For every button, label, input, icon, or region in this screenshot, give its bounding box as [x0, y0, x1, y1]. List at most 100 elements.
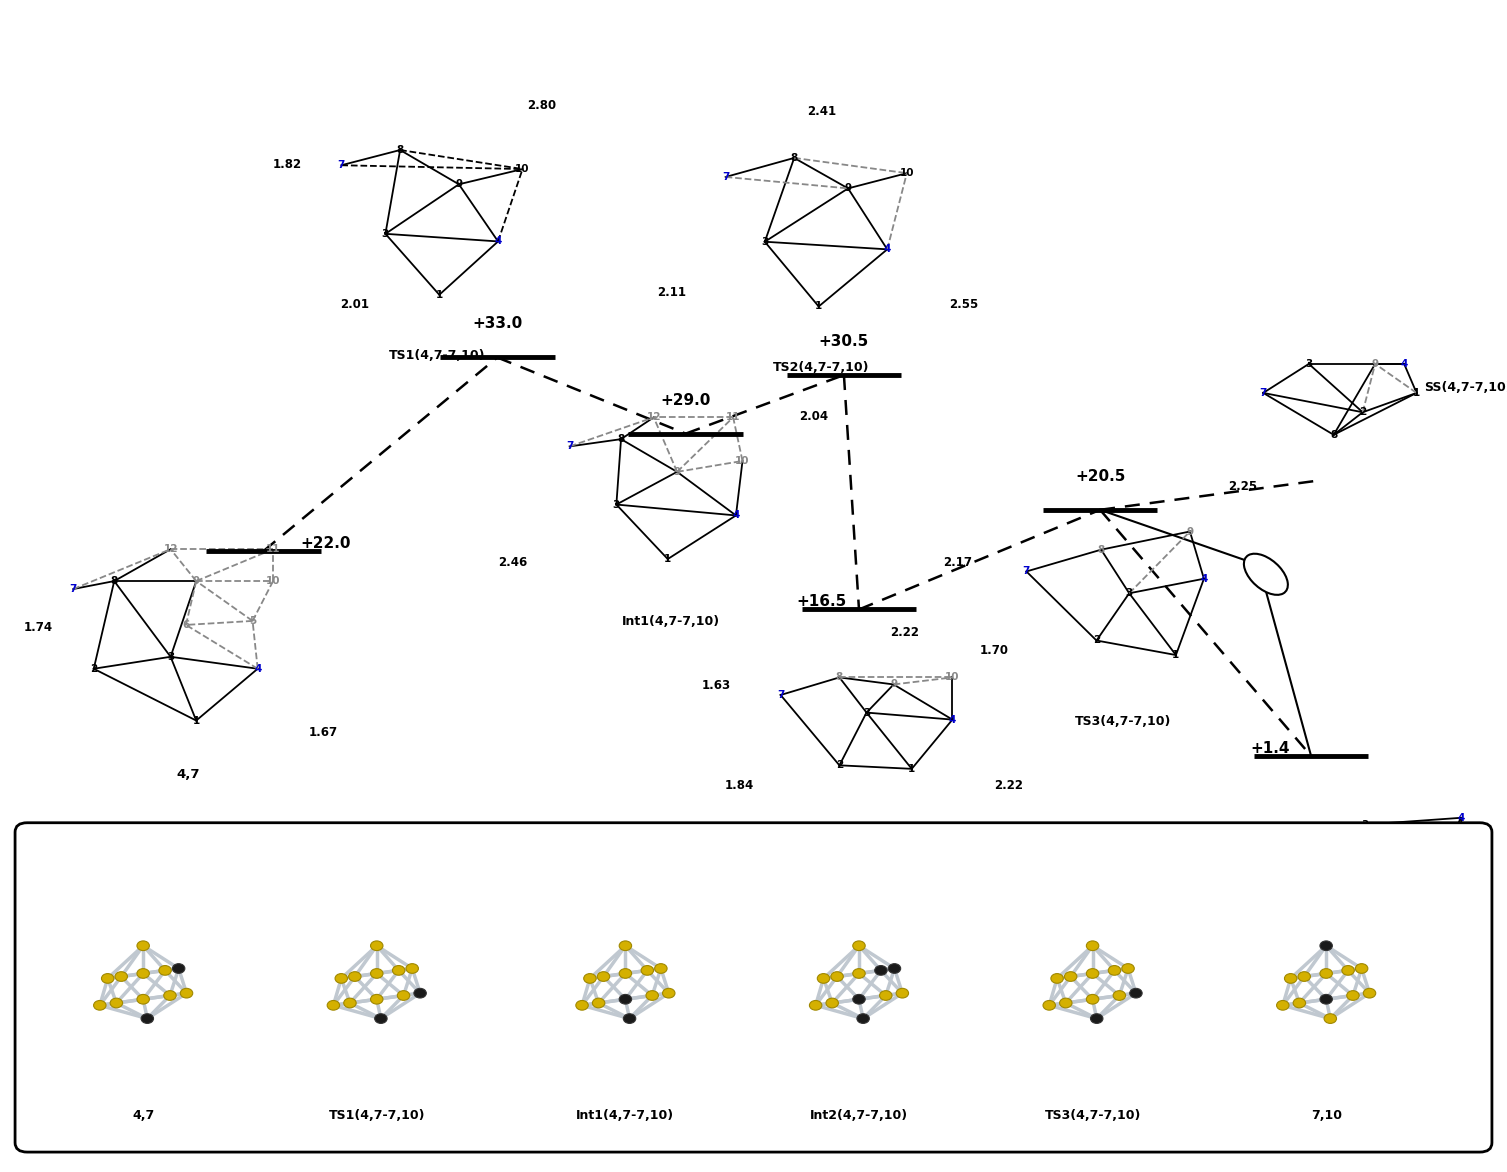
Circle shape — [597, 972, 610, 981]
Text: 9: 9 — [674, 466, 681, 477]
Text: 1.70: 1.70 — [980, 643, 1008, 657]
Text: 10: 10 — [1475, 881, 1490, 891]
Text: 3: 3 — [864, 708, 870, 717]
Text: 3: 3 — [1126, 588, 1133, 598]
Circle shape — [1347, 990, 1359, 1001]
Text: 1: 1 — [1414, 388, 1420, 398]
Text: 7,10: 7,10 — [1310, 1031, 1343, 1044]
Circle shape — [663, 988, 675, 999]
Text: 2.22: 2.22 — [995, 778, 1023, 792]
Circle shape — [1087, 941, 1099, 950]
Text: 8: 8 — [836, 673, 842, 682]
Circle shape — [826, 999, 838, 1008]
Text: 9: 9 — [1186, 526, 1194, 537]
Text: 7: 7 — [778, 690, 784, 700]
Text: TS1(4,7-7,10): TS1(4,7-7,10) — [329, 1109, 425, 1122]
Circle shape — [592, 999, 604, 1008]
Circle shape — [1108, 966, 1121, 975]
Text: 9: 9 — [193, 577, 200, 586]
Circle shape — [640, 966, 654, 975]
Ellipse shape — [1243, 553, 1288, 595]
Text: 2.41: 2.41 — [806, 104, 836, 118]
Text: 8: 8 — [1097, 545, 1105, 554]
Text: +30.5: +30.5 — [818, 334, 870, 349]
Circle shape — [1355, 963, 1368, 973]
Circle shape — [1320, 968, 1332, 979]
Text: 4: 4 — [949, 715, 955, 724]
Circle shape — [1091, 1014, 1103, 1023]
Text: 7: 7 — [1260, 388, 1267, 398]
Text: 9: 9 — [844, 183, 851, 193]
Circle shape — [1276, 1001, 1288, 1010]
Text: 3: 3 — [167, 652, 175, 662]
Text: TS2(4,7-7,10): TS2(4,7-7,10) — [773, 361, 870, 374]
Circle shape — [414, 988, 426, 999]
Text: 11: 11 — [265, 544, 280, 554]
Circle shape — [371, 968, 383, 979]
Circle shape — [1121, 963, 1135, 973]
Text: 3: 3 — [613, 499, 619, 510]
Circle shape — [110, 999, 122, 1008]
Text: 1.84: 1.84 — [725, 778, 754, 792]
Text: 1.76: 1.76 — [1237, 866, 1266, 880]
Text: SS(4,7-7,10): SS(4,7-7,10) — [1424, 381, 1507, 394]
Text: 4: 4 — [1200, 574, 1207, 584]
Text: 5: 5 — [1466, 912, 1474, 921]
Text: 1: 1 — [1172, 650, 1180, 660]
Circle shape — [158, 966, 172, 975]
Circle shape — [371, 994, 383, 1004]
Circle shape — [1087, 968, 1099, 979]
Circle shape — [344, 999, 356, 1008]
Text: TS3(4,7-7,10): TS3(4,7-7,10) — [1044, 1109, 1141, 1122]
Text: 1.82: 1.82 — [273, 157, 301, 171]
Text: 6: 6 — [1405, 928, 1412, 939]
Text: 11: 11 — [1423, 939, 1438, 948]
Circle shape — [888, 963, 901, 973]
Text: 12: 12 — [163, 544, 178, 554]
Text: 2.01: 2.01 — [341, 298, 369, 312]
Text: 3: 3 — [1361, 819, 1368, 830]
Text: 3: 3 — [381, 229, 389, 239]
Circle shape — [371, 941, 383, 950]
Text: 8: 8 — [791, 152, 797, 163]
Circle shape — [583, 974, 597, 983]
Text: +20.5: +20.5 — [1074, 469, 1126, 484]
Text: 4,7: 4,7 — [133, 1109, 154, 1122]
Text: 7: 7 — [1313, 844, 1320, 853]
Circle shape — [1050, 974, 1064, 983]
Text: 7: 7 — [1023, 566, 1031, 577]
Circle shape — [880, 990, 892, 1001]
Circle shape — [398, 990, 410, 1001]
Text: TS3(4,7-7,10): TS3(4,7-7,10) — [1074, 715, 1171, 728]
Circle shape — [1298, 972, 1311, 981]
Text: 2.11: 2.11 — [657, 286, 686, 300]
Circle shape — [335, 974, 348, 983]
Text: 10: 10 — [945, 673, 960, 682]
FancyBboxPatch shape — [15, 823, 1492, 1152]
Text: 1: 1 — [436, 289, 443, 300]
Text: 2.17: 2.17 — [943, 556, 972, 570]
Circle shape — [375, 1014, 387, 1023]
Circle shape — [181, 988, 193, 999]
Text: 1.67: 1.67 — [309, 725, 338, 740]
Circle shape — [392, 966, 405, 975]
Text: 12: 12 — [1365, 898, 1380, 908]
Text: 7: 7 — [338, 161, 345, 170]
Circle shape — [619, 968, 631, 979]
Circle shape — [647, 990, 659, 1001]
Text: 7: 7 — [69, 584, 77, 594]
Text: 2: 2 — [1405, 864, 1412, 874]
Circle shape — [101, 974, 115, 983]
Text: 2.25: 2.25 — [1228, 479, 1257, 493]
Text: 10: 10 — [265, 577, 280, 586]
Text: 7: 7 — [722, 172, 729, 182]
Text: 2.46: 2.46 — [499, 556, 527, 570]
Text: Int1(4,7-7,10): Int1(4,7-7,10) — [621, 615, 720, 628]
Circle shape — [1320, 994, 1332, 1004]
Circle shape — [1293, 999, 1305, 1008]
Circle shape — [137, 941, 149, 950]
Text: 10: 10 — [900, 168, 915, 178]
Circle shape — [1114, 990, 1126, 1001]
Circle shape — [576, 1001, 588, 1010]
Text: 6: 6 — [182, 620, 190, 629]
